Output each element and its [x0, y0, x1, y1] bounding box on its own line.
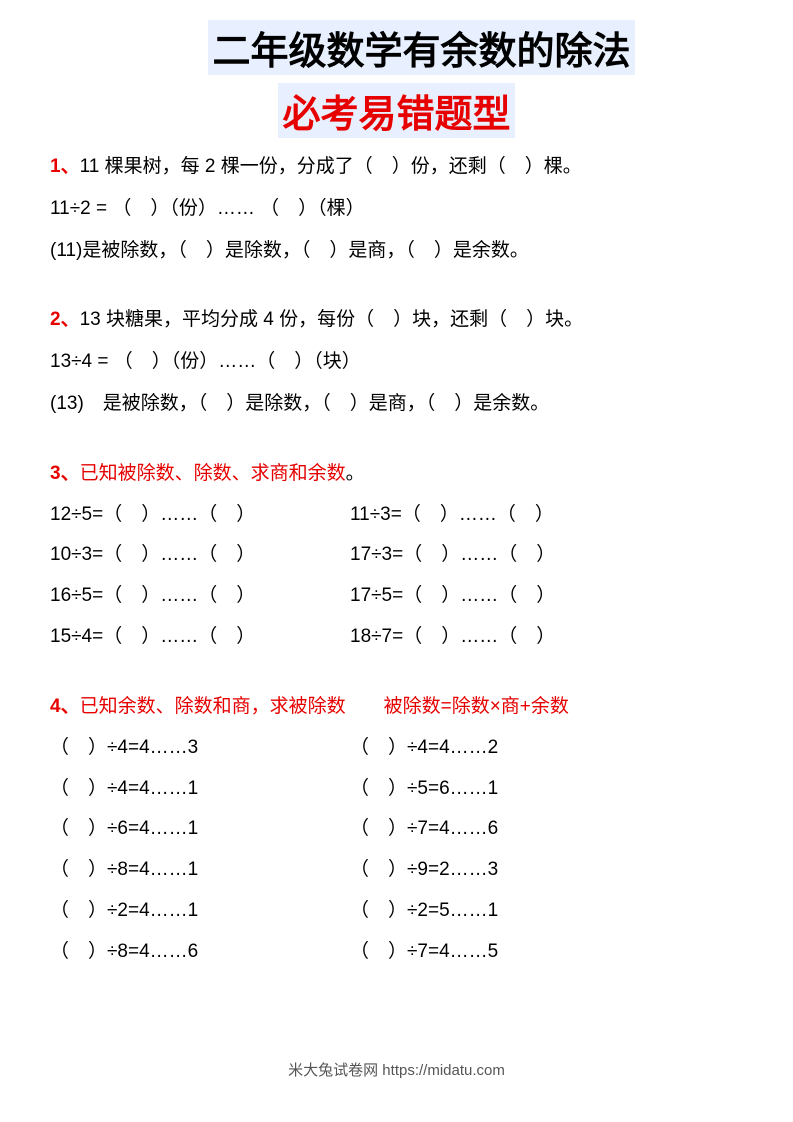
problem-1-number: 1 — [50, 156, 61, 177]
problem-1-line2: 11÷2 = （ ）（份）…… （ ）（棵） — [50, 188, 743, 230]
problem-3-row-0: 12÷5=（ ）……（ ） 11÷3=（ ）……（ ） — [50, 495, 743, 536]
problem-4-row-4-right: （ ）÷2=5……1 — [350, 891, 743, 932]
problem-3-row-3: 15÷4=（ ）……（ ） 18÷7=（ ）……（ ） — [50, 617, 743, 658]
problem-1-line3: (11)是被除数，（ ）是除数，（ ）是商，（ ）是余数。 — [50, 230, 743, 272]
problem-4-row-1: （ ）÷4=4……1 （ ）÷5=6……1 — [50, 769, 743, 810]
footer: 米大兔试卷网 https://midatu.com — [0, 1059, 793, 1080]
problem-4-row-3-right: （ ）÷9=2……3 — [350, 850, 743, 891]
problem-3-heading: 3、已知被除数、除数、求商和余数。 — [50, 453, 743, 495]
problem-4-row-2: （ ）÷6=4……1 （ ）÷7=4……6 — [50, 809, 743, 850]
problem-2-separator: 、 — [61, 309, 80, 330]
problem-3-row-1-right: 17÷3=（ ）……（ ） — [350, 535, 743, 576]
problem-3-separator: 、 — [61, 463, 80, 484]
problem-1-line1: 1、11 棵果树，每 2 棵一份，分成了（ ）份，还剩（ ）棵。 — [50, 146, 743, 188]
problem-3-row-0-left: 12÷5=（ ）……（ ） — [50, 495, 350, 536]
problem-1: 1、11 棵果树，每 2 棵一份，分成了（ ）份，还剩（ ）棵。 11÷2 = … — [50, 146, 743, 271]
problem-4-row-5: （ ）÷8=4……6 （ ）÷7=4……5 — [50, 932, 743, 973]
title-line1: 二年级数学有余数的除法 — [208, 20, 634, 75]
problem-2-text1: 13 块糖果，平均分成 4 份，每份（ ）块，还剩（ ）块。 — [80, 309, 584, 330]
problem-3-row-3-left: 15÷4=（ ）……（ ） — [50, 617, 350, 658]
title-line2: 必考易错题型 — [278, 83, 514, 138]
problem-4-row-0: （ ）÷4=4……3 （ ）÷4=4……2 — [50, 728, 743, 769]
problem-3-heading-text: 已知被除数、除数、求商和余数 — [80, 463, 346, 484]
problem-2-line3: (13) 是被除数，（ ）是除数，（ ）是商，（ ）是余数。 — [50, 383, 743, 425]
title-container: 二年级数学有余数的除法 — [50, 20, 743, 75]
title-container-2: 必考易错题型 — [50, 83, 743, 138]
problem-3-row-2-right: 17÷5=（ ）……（ ） — [350, 576, 743, 617]
problem-4-row-1-right: （ ）÷5=6……1 — [350, 769, 743, 810]
problem-3-number: 3 — [50, 463, 61, 484]
problem-3-row-2: 16÷5=（ ）……（ ） 17÷5=（ ）……（ ） — [50, 576, 743, 617]
problem-4-number: 4 — [50, 696, 61, 717]
problem-3: 3、已知被除数、除数、求商和余数。 12÷5=（ ）……（ ） 11÷3=（ ）… — [50, 453, 743, 658]
problem-2-line1: 2、13 块糖果，平均分成 4 份，每份（ ）块，还剩（ ）块。 — [50, 299, 743, 341]
problem-4-row-2-right: （ ）÷7=4……6 — [350, 809, 743, 850]
problem-1-separator: 、 — [61, 156, 80, 177]
problem-4-heading: 4、已知余数、除数和商，求被除数 被除数=除数×商+余数 — [50, 686, 743, 728]
problem-4-row-1-left: （ ）÷4=4……1 — [50, 769, 350, 810]
problem-4-row-4-left: （ ）÷2=4……1 — [50, 891, 350, 932]
problem-3-row-0-right: 11÷3=（ ）……（ ） — [350, 495, 743, 536]
problem-2-line2: 13÷4 = （ ）（份）……（ ）（块） — [50, 341, 743, 383]
problem-4-row-5-right: （ ）÷7=4……5 — [350, 932, 743, 973]
problem-4-row-0-right: （ ）÷4=4……2 — [350, 728, 743, 769]
problem-4-row-3-left: （ ）÷8=4……1 — [50, 850, 350, 891]
problem-1-text1: 11 棵果树，每 2 棵一份，分成了（ ）份，还剩（ ）棵。 — [80, 156, 582, 177]
problem-4-row-0-left: （ ）÷4=4……3 — [50, 728, 350, 769]
problem-4-row-3: （ ）÷8=4……1 （ ）÷9=2……3 — [50, 850, 743, 891]
problem-4-row-5-left: （ ）÷8=4……6 — [50, 932, 350, 973]
problem-4-row-2-left: （ ）÷6=4……1 — [50, 809, 350, 850]
problem-3-dot: 。 — [346, 463, 365, 484]
problem-4-separator: 、 — [61, 696, 80, 717]
problem-4: 4、已知余数、除数和商，求被除数 被除数=除数×商+余数 （ ）÷4=4……3 … — [50, 686, 743, 973]
problem-4-row-4: （ ）÷2=4……1 （ ）÷2=5……1 — [50, 891, 743, 932]
problem-3-row-3-right: 18÷7=（ ）……（ ） — [350, 617, 743, 658]
problem-3-row-2-left: 16÷5=（ ）……（ ） — [50, 576, 350, 617]
problem-3-row-1: 10÷3=（ ）……（ ） 17÷3=（ ）……（ ） — [50, 535, 743, 576]
problem-3-row-1-left: 10÷3=（ ）……（ ） — [50, 535, 350, 576]
problem-4-heading-text: 已知余数、除数和商，求被除数 被除数=除数×商+余数 — [80, 696, 569, 717]
problem-2: 2、13 块糖果，平均分成 4 份，每份（ ）块，还剩（ ）块。 13÷4 = … — [50, 299, 743, 424]
problem-2-number: 2 — [50, 309, 61, 330]
